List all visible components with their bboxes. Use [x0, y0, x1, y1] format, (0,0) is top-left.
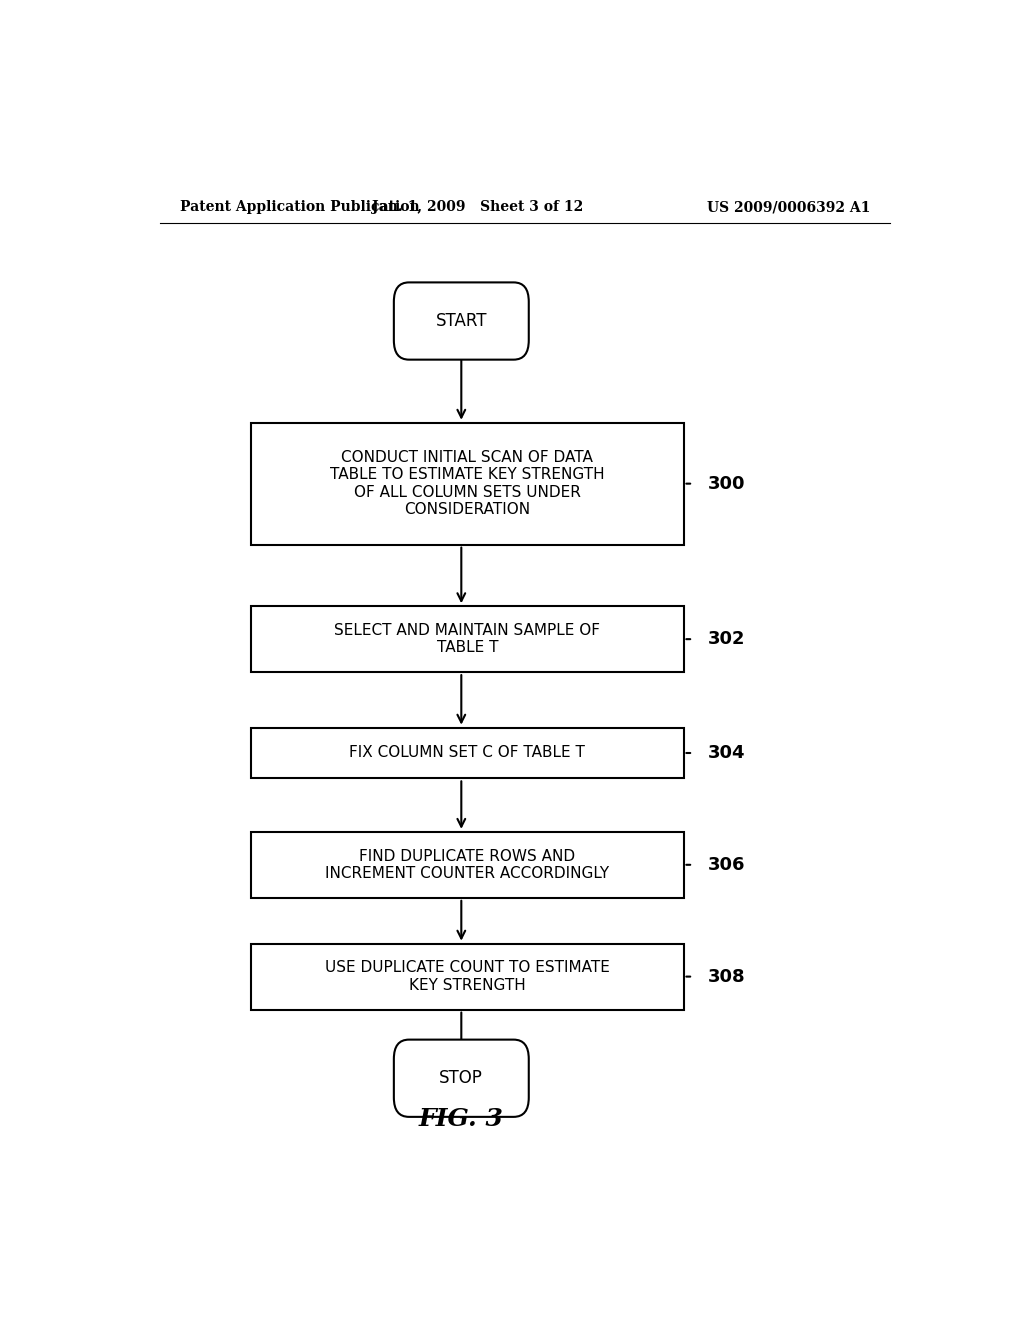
Bar — [251, 944, 684, 1010]
Text: USE DUPLICATE COUNT TO ESTIMATE
KEY STRENGTH: USE DUPLICATE COUNT TO ESTIMATE KEY STRE… — [325, 961, 609, 993]
Text: Patent Application Publication: Patent Application Publication — [179, 201, 419, 214]
Text: US 2009/0006392 A1: US 2009/0006392 A1 — [707, 201, 870, 214]
Text: CONDUCT INITIAL SCAN OF DATA
TABLE TO ESTIMATE KEY STRENGTH
OF ALL COLUMN SETS U: CONDUCT INITIAL SCAN OF DATA TABLE TO ES… — [330, 450, 604, 517]
Text: STOP: STOP — [439, 1069, 483, 1088]
Bar — [251, 727, 684, 779]
Text: FIX COLUMN SET C OF TABLE T: FIX COLUMN SET C OF TABLE T — [349, 746, 585, 760]
Bar — [251, 606, 684, 672]
Text: 304: 304 — [708, 744, 744, 762]
Text: FIND DUPLICATE ROWS AND
INCREMENT COUNTER ACCORDINGLY: FIND DUPLICATE ROWS AND INCREMENT COUNTE… — [326, 849, 609, 880]
Bar — [251, 422, 684, 545]
FancyBboxPatch shape — [394, 282, 528, 359]
Text: 306: 306 — [708, 855, 744, 874]
FancyBboxPatch shape — [394, 1040, 528, 1117]
Text: 308: 308 — [708, 968, 744, 986]
Text: START: START — [435, 312, 487, 330]
Text: 300: 300 — [708, 475, 744, 492]
Text: FIG. 3: FIG. 3 — [419, 1107, 504, 1131]
Text: 302: 302 — [708, 630, 744, 648]
Text: SELECT AND MAINTAIN SAMPLE OF
TABLE T: SELECT AND MAINTAIN SAMPLE OF TABLE T — [334, 623, 600, 655]
Text: Jan. 1, 2009   Sheet 3 of 12: Jan. 1, 2009 Sheet 3 of 12 — [372, 201, 583, 214]
Bar — [251, 832, 684, 898]
